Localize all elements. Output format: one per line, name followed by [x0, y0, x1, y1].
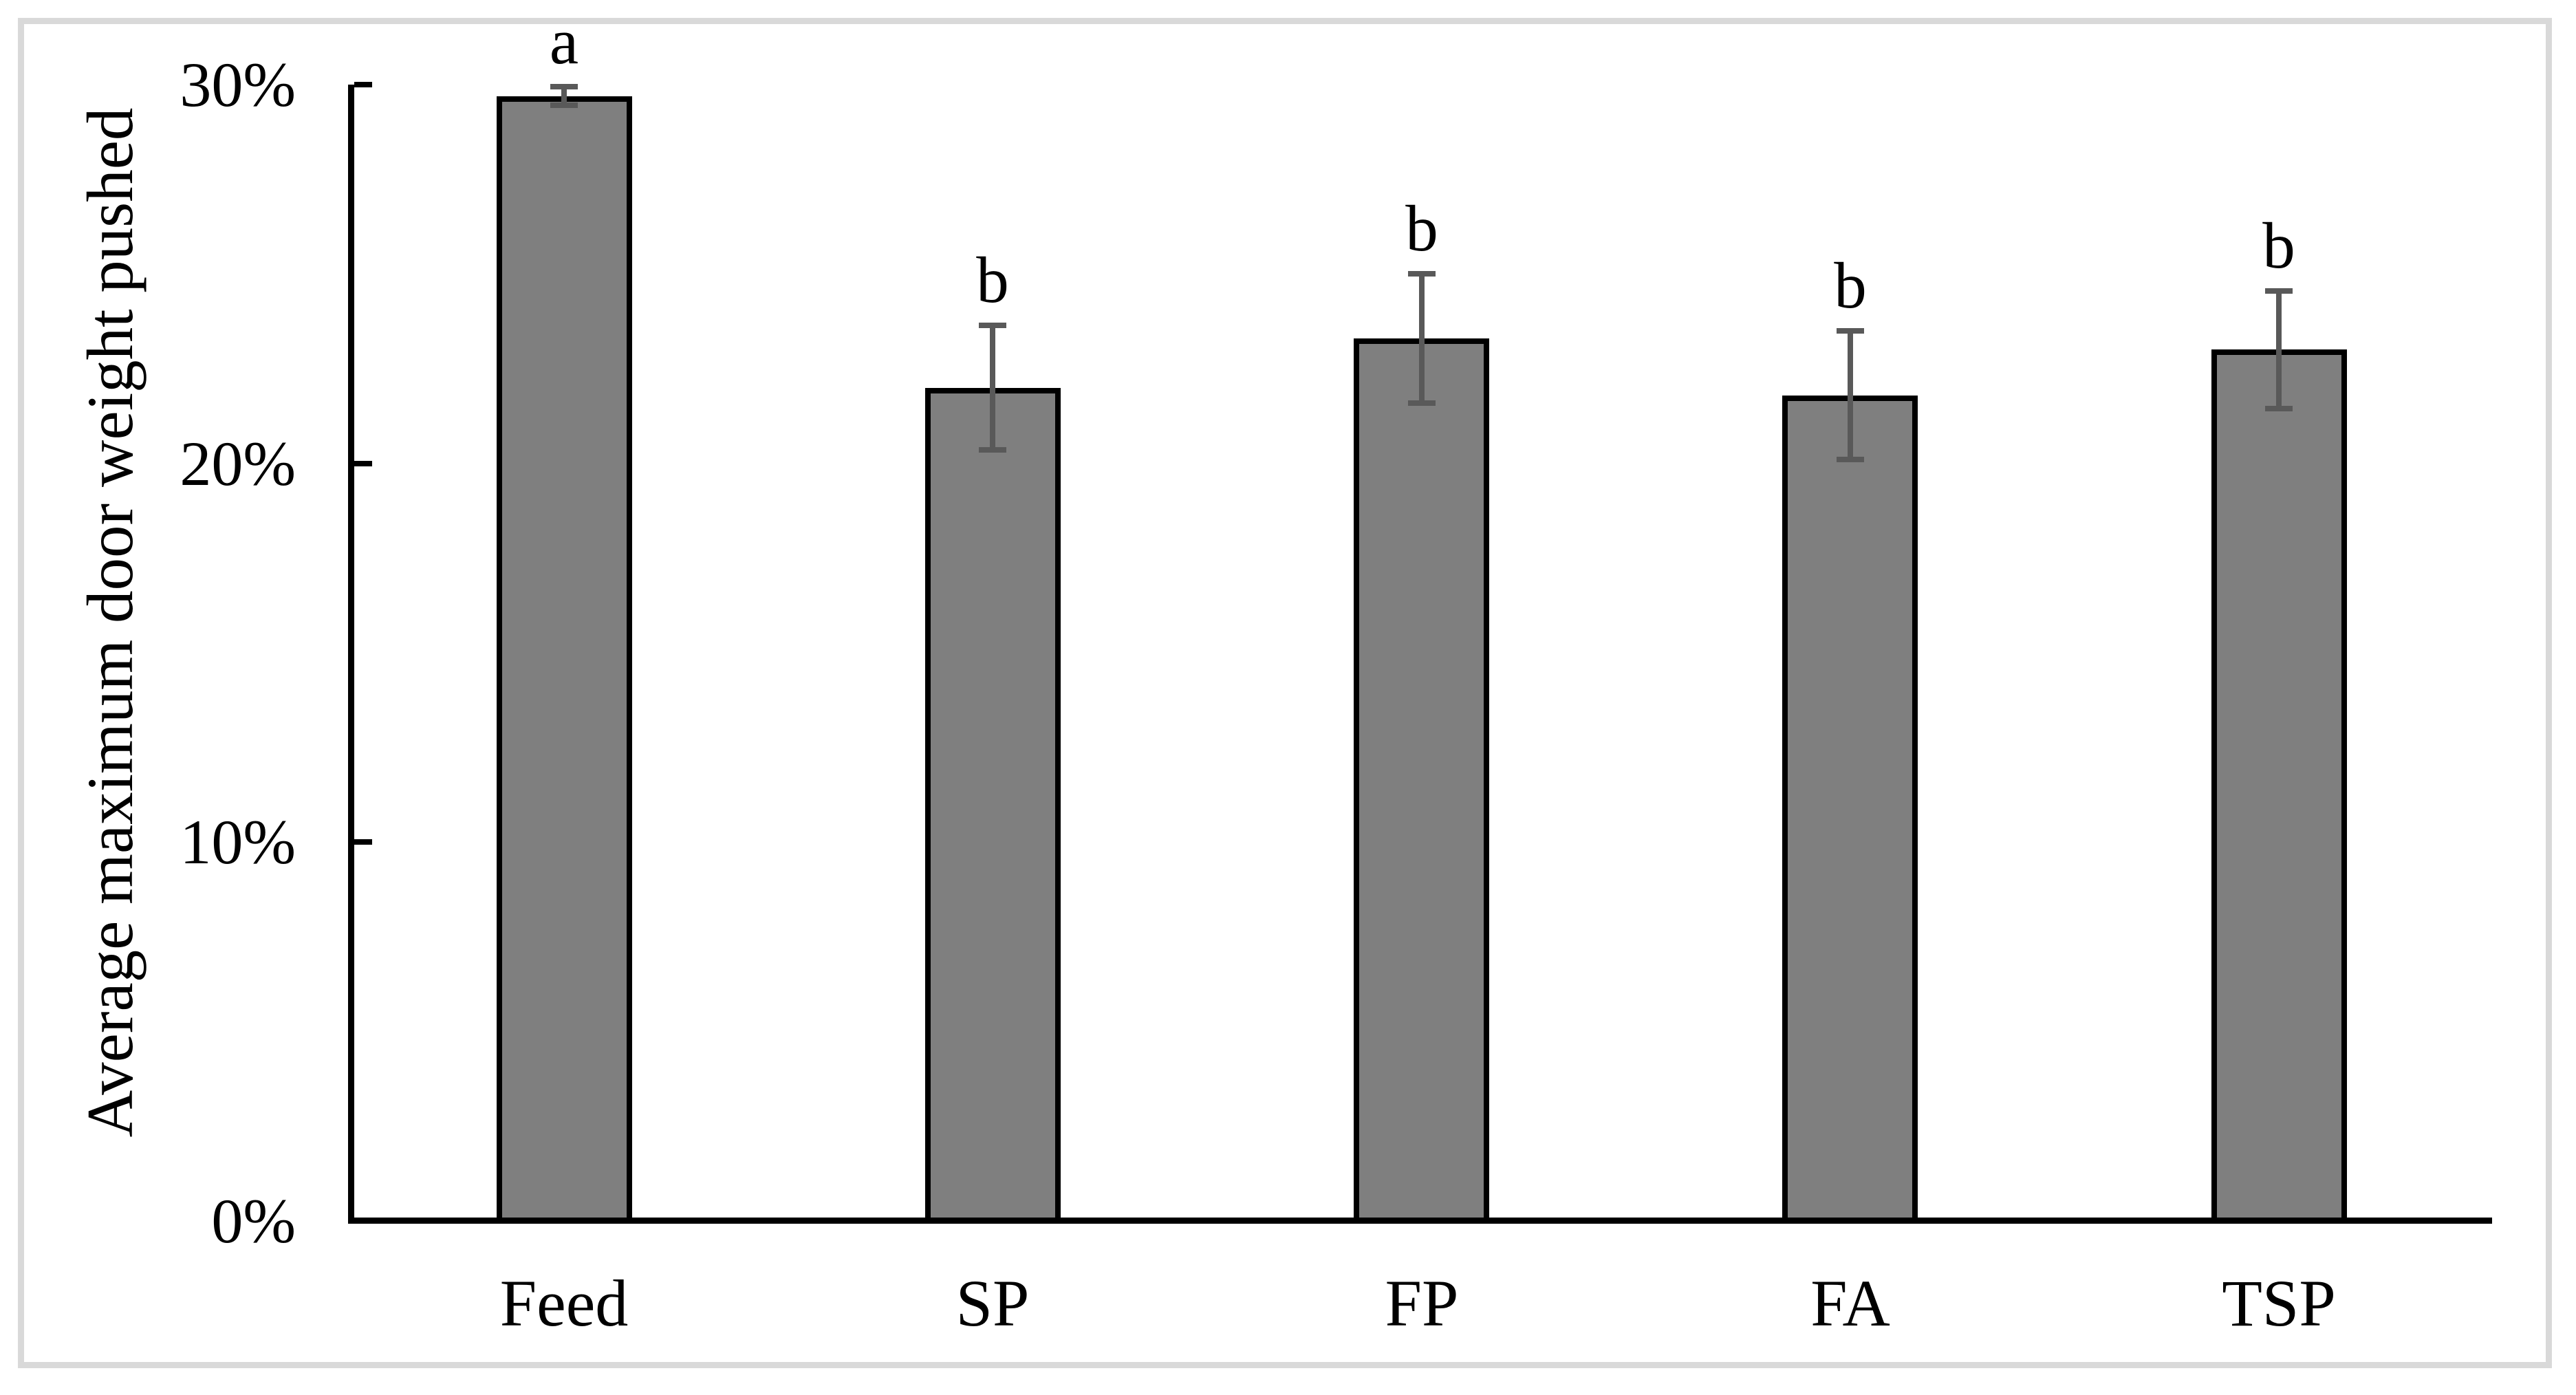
y-axis-line — [348, 85, 354, 1224]
error-bar-cap — [1408, 400, 1436, 406]
significance-letter: b — [2262, 209, 2295, 282]
category-label: Feed — [499, 1266, 629, 1340]
significance-letter: a — [549, 5, 579, 78]
error-bar — [1848, 331, 1853, 459]
bar — [1354, 338, 1489, 1224]
category-label: FA — [1810, 1266, 1890, 1340]
error-bar — [1419, 274, 1425, 402]
error-bar-cap — [979, 447, 1006, 453]
y-axis-title: Average maximum door weight pushed — [74, 107, 147, 1138]
error-bar — [561, 87, 567, 106]
error-bar-cap — [979, 323, 1006, 328]
y-tick-mark — [354, 82, 372, 87]
bar — [925, 388, 1061, 1224]
significance-letter: b — [976, 244, 1009, 316]
bar — [1782, 396, 1918, 1224]
error-bar — [2276, 291, 2282, 409]
error-bar-cap — [1837, 457, 1864, 462]
error-bar-cap — [2265, 288, 2293, 294]
error-bar-cap — [1408, 271, 1436, 277]
category-label: FP — [1385, 1266, 1459, 1340]
error-bar — [990, 325, 995, 451]
y-tick-label: 0% — [211, 1186, 296, 1256]
bar — [497, 96, 632, 1224]
error-bar-cap — [550, 84, 578, 89]
bar — [2211, 349, 2347, 1224]
category-label: TSP — [2222, 1266, 2336, 1340]
error-bar-cap — [2265, 406, 2293, 411]
y-tick-mark — [354, 839, 372, 845]
error-bar-cap — [1837, 328, 1864, 334]
y-tick-label: 30% — [180, 50, 296, 120]
y-tick-label: 10% — [180, 807, 296, 878]
figure-frame: Average maximum door weight pushed 0% 10%… — [18, 9, 2552, 1368]
x-axis-line — [348, 1218, 2492, 1224]
category-label: SP — [955, 1266, 1030, 1340]
y-tick-mark — [354, 460, 372, 466]
significance-letter: b — [1834, 249, 1867, 322]
y-tick-label: 20% — [180, 428, 296, 499]
significance-letter: b — [1405, 192, 1438, 265]
error-bar-cap — [550, 102, 578, 108]
